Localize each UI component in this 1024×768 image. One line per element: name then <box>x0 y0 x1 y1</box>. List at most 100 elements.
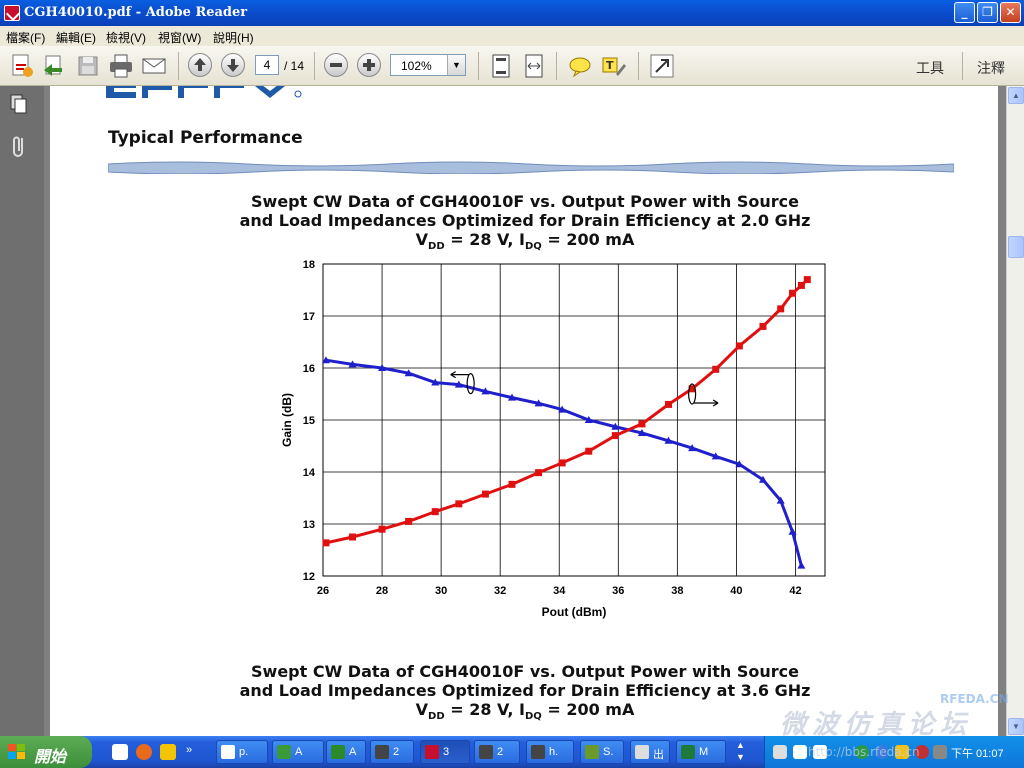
window-title: CGH40010.pdf - Adobe Reader <box>24 5 248 20</box>
tray-app-icon[interactable] <box>813 745 827 759</box>
toolbar-divider <box>314 52 315 80</box>
network-icon[interactable] <box>855 745 869 759</box>
gain-point <box>404 369 413 377</box>
taskbar-item-label: 3 <box>443 746 450 758</box>
zoom-out-button[interactable] <box>324 53 348 77</box>
menu-window[interactable]: 視窗(W) <box>158 31 202 45</box>
fit-page-icon[interactable] <box>487 52 515 80</box>
arrow-down-icon <box>227 59 239 72</box>
close-button[interactable]: ✕ <box>1000 2 1021 23</box>
taskbar-item[interactable]: A <box>272 740 324 764</box>
efficiency-point <box>558 459 566 467</box>
taskbar-item-label: p. <box>239 746 249 758</box>
zoom-select[interactable]: 102% ▼ <box>390 54 466 76</box>
taskbar-scroll-up-icon[interactable]: ▲ <box>736 740 745 750</box>
watermark-url: http://bbs.rfeda.cn <box>808 745 920 759</box>
y-axis-label: Gain (dB) <box>280 393 294 447</box>
expand-icon[interactable] <box>648 52 676 80</box>
maximize-button[interactable]: ❐ <box>977 2 998 23</box>
gain-point <box>454 380 463 388</box>
system-tray: 下午 01:07 <box>764 736 1024 768</box>
open-icon[interactable] <box>40 52 68 80</box>
efficiency-point <box>611 432 619 440</box>
y-tick-label: 17 <box>303 311 315 323</box>
document-viewer[interactable]: Typical Performance Swept CW Data of CGH… <box>44 86 1006 736</box>
taskbar-scroll-down-icon[interactable]: ▼ <box>736 752 745 762</box>
toolbar-divider <box>178 52 179 80</box>
gain-point <box>348 360 357 368</box>
menu-file[interactable]: 檔案(F) <box>6 31 46 45</box>
taskbar-item-label: A <box>295 746 303 758</box>
menu-help[interactable]: 說明(H) <box>213 31 254 45</box>
menu-edit[interactable]: 編輯(E) <box>56 31 96 45</box>
taskbar-item[interactable]: 2 <box>370 740 414 764</box>
x-axis-label: Pout (dBm) <box>542 605 607 619</box>
gain-point <box>735 460 744 468</box>
taskbar-item[interactable]: A <box>326 740 366 764</box>
toolbar: T <box>0 46 1024 86</box>
page-number-input[interactable]: 4 <box>255 55 279 75</box>
pages-panel-icon[interactable] <box>10 94 28 114</box>
taskbar-item[interactable]: 出 <box>630 740 670 764</box>
start-button[interactable]: 開始 <box>0 736 92 768</box>
taskbar-item[interactable]: S. <box>580 740 624 764</box>
x-tick-label: 42 <box>789 585 801 597</box>
adobe-reader-icon[interactable] <box>4 5 20 21</box>
previous-page-button[interactable] <box>188 53 212 77</box>
svg-text:T: T <box>606 59 614 72</box>
comment-button[interactable]: 注釋 <box>977 60 1005 76</box>
start-label: 開始 <box>34 747 67 766</box>
text-edit-icon[interactable]: T <box>600 52 628 80</box>
minus-icon <box>330 63 342 67</box>
gain-point <box>611 422 620 430</box>
chevron-down-icon[interactable]: ▼ <box>447 55 465 75</box>
efficiency-point <box>481 490 489 498</box>
taskbar-item[interactable]: M <box>676 740 726 764</box>
help-icon[interactable] <box>793 745 807 759</box>
messenger-icon[interactable] <box>160 744 176 760</box>
scroll-up-arrow-icon[interactable]: ▲ <box>1008 87 1024 104</box>
save-icon[interactable] <box>74 52 102 80</box>
create-pdf-icon[interactable] <box>8 52 36 80</box>
volume-icon[interactable] <box>933 745 947 759</box>
efficiency-point <box>803 276 811 284</box>
scrollbar-thumb[interactable] <box>1008 236 1024 258</box>
fit-width-icon[interactable] <box>520 52 548 80</box>
taskbar: 開始 » p. A A 2 3 2 h. S. 出 M ▲ ▼ 下午 01:07 <box>0 736 1024 768</box>
zoom-in-button[interactable] <box>357 53 381 77</box>
navigation-panel <box>0 86 44 736</box>
print-icon[interactable] <box>107 52 135 80</box>
next-page-button[interactable] <box>221 53 245 77</box>
taskbar-item[interactable]: p. <box>216 740 268 764</box>
gain-point <box>664 436 673 444</box>
tray-app-icon[interactable] <box>895 745 909 759</box>
tools-button[interactable]: 工具 <box>916 60 944 76</box>
decorative-wave-divider <box>108 161 954 174</box>
more-quicklaunch-icon[interactable]: » <box>186 744 193 756</box>
arrow-up-icon <box>194 58 206 71</box>
x-tick-label: 26 <box>317 585 329 597</box>
taskbar-item[interactable]: 2 <box>474 740 520 764</box>
taskbar-item-label: M <box>699 746 709 758</box>
attachments-icon[interactable] <box>10 134 28 160</box>
tray-app-icon[interactable] <box>875 745 889 759</box>
menu-view[interactable]: 檢視(V) <box>106 31 146 45</box>
scroll-down-arrow-icon[interactable]: ▼ <box>1008 718 1024 735</box>
sticky-note-icon[interactable] <box>566 52 594 80</box>
taskbar-item[interactable]: h. <box>526 740 574 764</box>
gain-point <box>534 399 543 407</box>
taskbar-item-active[interactable]: 3 <box>420 740 470 764</box>
y-tick-label: 14 <box>303 467 316 479</box>
keyboard-icon[interactable] <box>773 745 787 759</box>
vertical-scrollbar[interactable]: ▲ ▼ <box>1006 86 1024 736</box>
left-arrow-icon <box>450 371 469 379</box>
firefox-icon[interactable] <box>136 744 152 760</box>
security-icon[interactable] <box>915 745 929 759</box>
clock: 下午 01:07 <box>951 748 1004 760</box>
efficiency-point <box>322 539 330 547</box>
email-icon[interactable] <box>140 52 168 80</box>
minimize-button[interactable]: _ <box>954 2 975 23</box>
show-desktop-icon[interactable] <box>112 744 128 760</box>
efficiency-point <box>797 281 805 289</box>
y-tick-label: 12 <box>303 571 315 583</box>
